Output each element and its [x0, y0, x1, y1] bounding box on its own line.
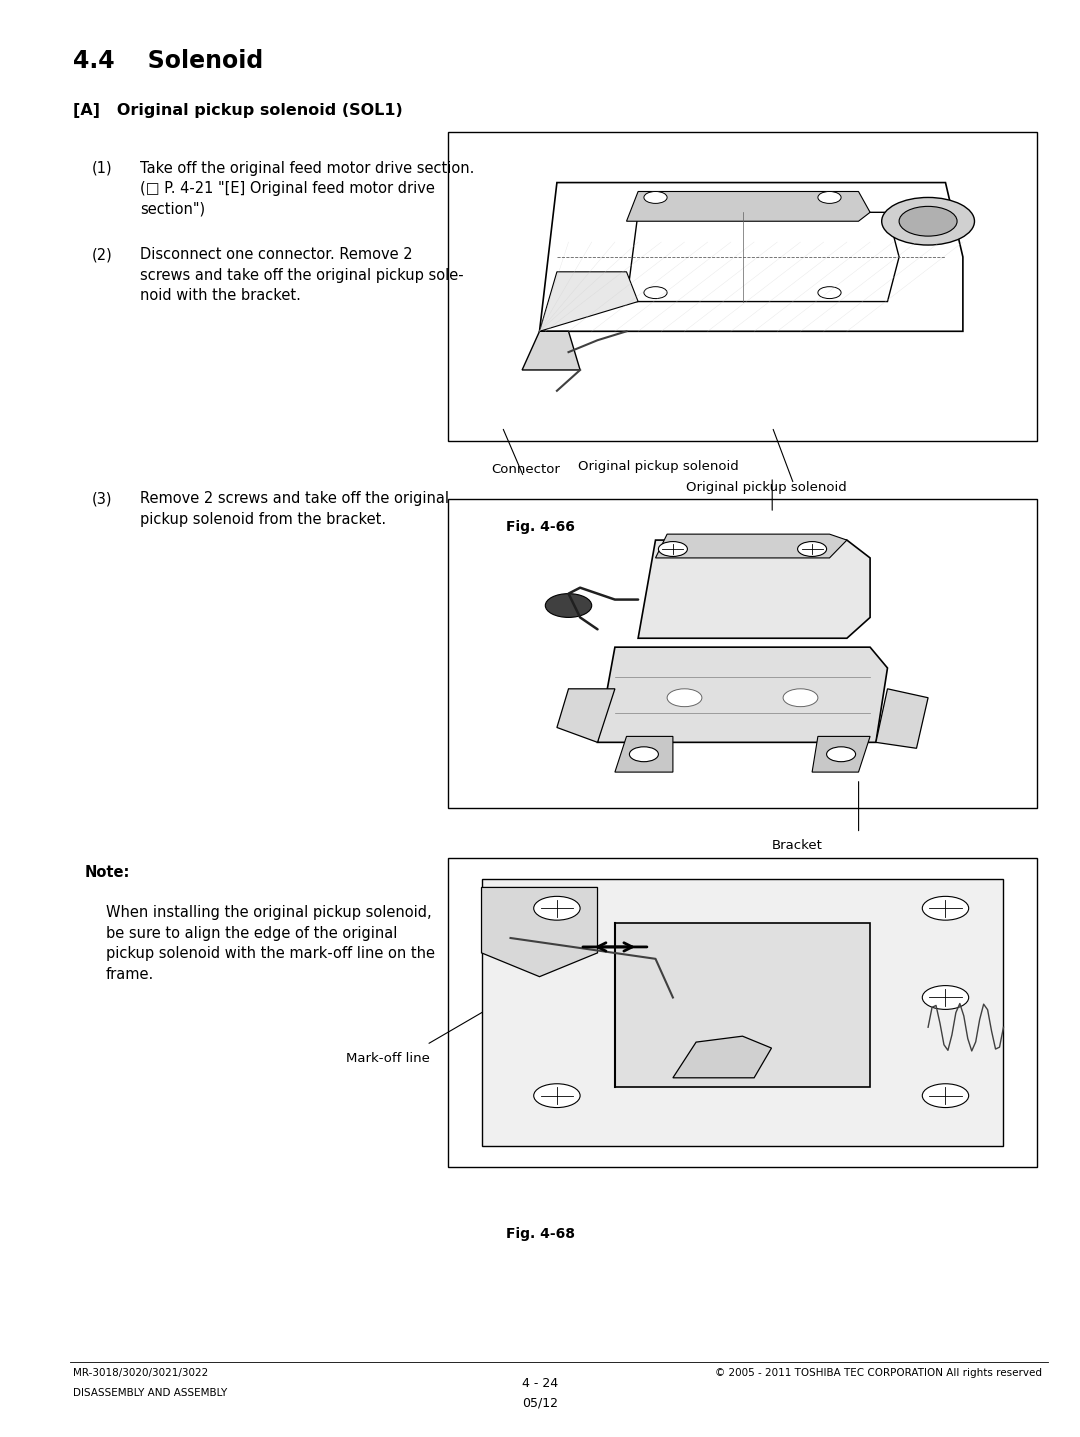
Text: 05/12: 05/12 [522, 1397, 558, 1410]
Polygon shape [656, 535, 847, 558]
Circle shape [899, 207, 957, 236]
Polygon shape [482, 888, 597, 977]
Text: Fig. 4-68: Fig. 4-68 [505, 1227, 575, 1242]
Text: Original pickup solenoid: Original pickup solenoid [686, 481, 847, 494]
Circle shape [644, 191, 667, 204]
Polygon shape [626, 191, 870, 221]
Text: (1): (1) [92, 161, 112, 175]
Circle shape [826, 747, 855, 762]
Text: Original pickup solenoid: Original pickup solenoid [578, 460, 739, 473]
Polygon shape [540, 272, 638, 332]
Polygon shape [638, 540, 870, 638]
Text: Disconnect one connector. Remove 2
screws and take off the original pickup sole-: Disconnect one connector. Remove 2 screw… [140, 247, 464, 303]
Circle shape [630, 747, 659, 762]
Circle shape [922, 1083, 969, 1108]
Text: Bracket: Bracket [772, 839, 823, 852]
Circle shape [534, 1083, 580, 1108]
Circle shape [922, 897, 969, 920]
Text: (2): (2) [92, 247, 112, 262]
Bar [448, 858, 1037, 1167]
Circle shape [818, 287, 841, 299]
Circle shape [667, 688, 702, 707]
Text: Fig. 4-67: Fig. 4-67 [505, 882, 575, 897]
Text: Remove 2 screws and take off the original
pickup solenoid from the bracket.: Remove 2 screws and take off the origina… [140, 491, 449, 527]
Text: Fig. 4-66: Fig. 4-66 [505, 520, 575, 535]
Bar [448, 132, 1037, 441]
Text: Mark-off line: Mark-off line [346, 1052, 430, 1065]
Text: 4 - 24: 4 - 24 [522, 1377, 558, 1390]
Polygon shape [615, 736, 673, 772]
Circle shape [881, 197, 974, 246]
Bar [615, 923, 870, 1086]
Text: Note:: Note: [84, 865, 130, 879]
Text: MR-3018/3020/3021/3022: MR-3018/3020/3021/3022 [73, 1368, 208, 1378]
Bar [448, 499, 1037, 808]
Polygon shape [522, 332, 580, 369]
Text: (3): (3) [92, 491, 112, 506]
Circle shape [922, 986, 969, 1009]
Text: Take off the original feed motor drive section.
(□ P. 4-21 "[E] Original feed mo: Take off the original feed motor drive s… [140, 161, 475, 217]
Polygon shape [557, 688, 615, 743]
Text: 4.4    Solenoid: 4.4 Solenoid [73, 49, 264, 73]
Circle shape [783, 688, 818, 707]
Circle shape [644, 287, 667, 299]
Text: © 2005 - 2011 TOSHIBA TEC CORPORATION All rights reserved: © 2005 - 2011 TOSHIBA TEC CORPORATION Al… [715, 1368, 1042, 1378]
Circle shape [545, 593, 592, 618]
Text: Connector: Connector [491, 463, 561, 476]
Circle shape [818, 191, 841, 204]
Text: [A]   Original pickup solenoid (SOL1): [A] Original pickup solenoid (SOL1) [73, 103, 403, 118]
Text: When installing the original pickup solenoid,
be sure to align the edge of the o: When installing the original pickup sole… [106, 905, 435, 981]
Text: DISASSEMBLY AND ASSEMBLY: DISASSEMBLY AND ASSEMBLY [73, 1388, 228, 1398]
Circle shape [534, 897, 580, 920]
Circle shape [659, 542, 687, 556]
Circle shape [798, 542, 826, 556]
Polygon shape [876, 688, 928, 749]
Polygon shape [812, 736, 870, 772]
Polygon shape [673, 1036, 771, 1078]
Polygon shape [597, 647, 888, 743]
